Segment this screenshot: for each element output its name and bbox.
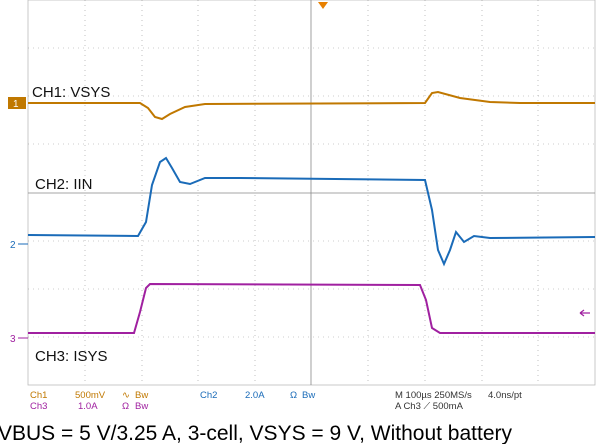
ch3-trace <box>28 282 595 334</box>
channel-marker: 3 <box>10 334 16 345</box>
ch1-trace <box>28 90 595 121</box>
status: 2.0A <box>245 390 265 401</box>
status: M 100µs 250MS/s <box>395 390 472 401</box>
trigger-level <box>579 309 590 317</box>
status-bar: Ch1 500mV ∿ Bw Ch2 2.0A Ω Bw Ch3 1.0A Ω … <box>30 390 522 412</box>
status: Ω <box>290 390 297 401</box>
ch2-trace <box>27 156 596 267</box>
trigger-position <box>318 2 328 9</box>
ch1-marker-box <box>8 97 26 109</box>
status: 500mV <box>75 390 106 401</box>
trace-label: CH1: VSYS <box>32 84 110 101</box>
status: Bw <box>135 401 148 412</box>
status: A Ch3 ⟋ 500mA <box>395 401 464 412</box>
status: ∿ <box>122 390 130 401</box>
status: 4.0ns/pt <box>488 390 522 401</box>
caption: VBUS = 5 V/3.25 A, 3-cell, VSYS = 9 V, W… <box>0 422 512 444</box>
status: Bw <box>302 390 315 401</box>
trace-label: CH3: ISYS <box>35 348 108 365</box>
status: Ch2 <box>200 390 217 401</box>
status: Ch3 <box>30 401 47 412</box>
screen <box>27 0 596 386</box>
channel-marker: 1 <box>13 99 19 110</box>
status: Ω <box>122 401 129 412</box>
status: Bw <box>135 390 148 401</box>
grid <box>28 0 595 385</box>
status: Ch1 <box>30 390 47 401</box>
channel-marker: 2 <box>10 240 16 251</box>
trace-label: CH2: IIN <box>35 176 93 193</box>
status: 1.0A <box>78 401 98 412</box>
